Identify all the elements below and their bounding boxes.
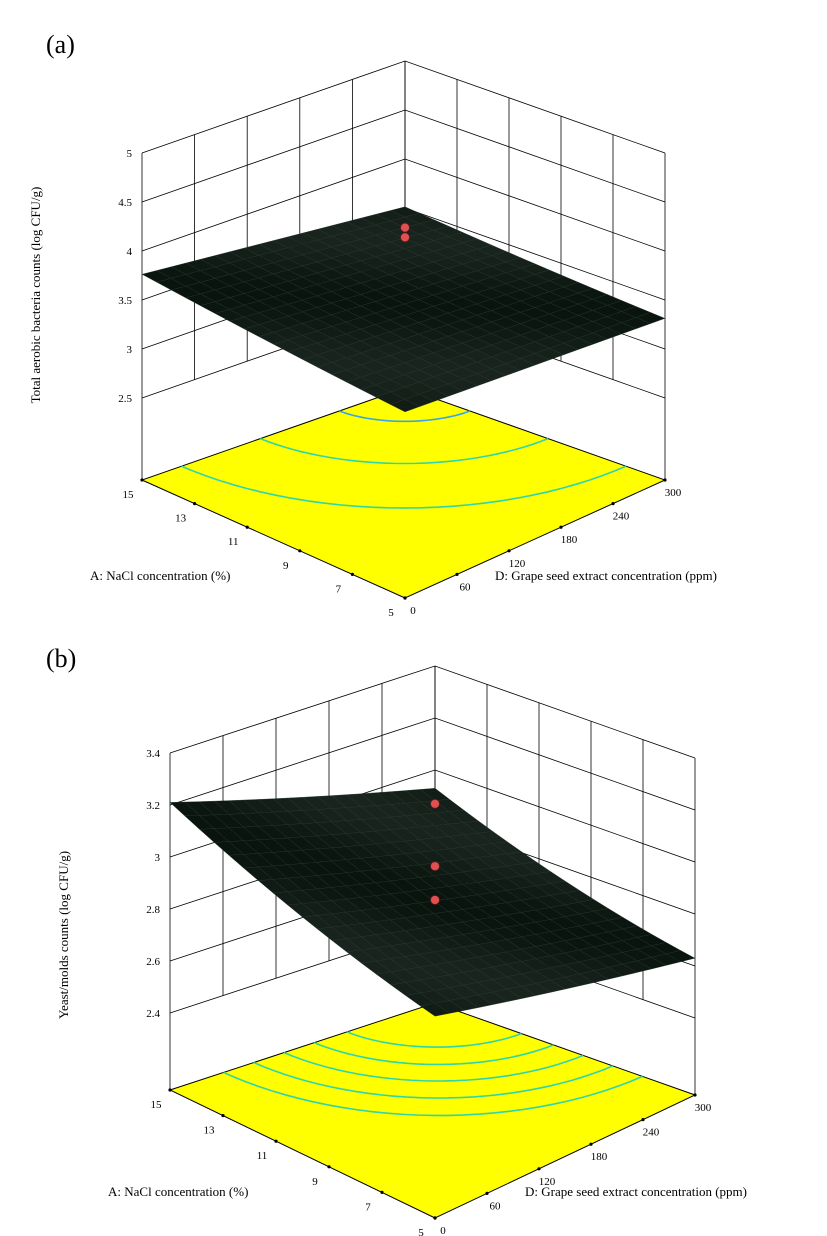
panel-label-a: (a)	[46, 30, 75, 59]
x-tick-label: 15	[151, 1099, 163, 1111]
floor-contour-line	[346, 1031, 522, 1048]
z-tick-label: 5	[127, 148, 133, 160]
y-axis-label: D: Grape seed extract concentration (ppm…	[495, 568, 717, 583]
z-tick-label: 3.4	[146, 748, 160, 760]
y-tick-mark	[403, 596, 407, 600]
surface-patch	[390, 399, 420, 413]
floor-contour-line	[313, 1041, 554, 1066]
x-tick-label: 9	[283, 560, 289, 572]
y-tick-label: 0	[410, 605, 416, 617]
floor-contour-line	[338, 410, 471, 423]
y-tick-mark	[589, 1142, 593, 1146]
z-tick-label: 2.4	[146, 1008, 160, 1020]
x-axis-label: A: NaCl concentration (%)	[90, 568, 230, 583]
y-tick-mark	[693, 1093, 697, 1097]
design-point	[430, 861, 440, 872]
y-tick-mark	[663, 478, 667, 482]
y-tick-mark	[485, 1191, 489, 1195]
y-axis-label: D: Grape seed extract concentration (ppm…	[525, 1184, 747, 1199]
y-tick-mark	[507, 549, 511, 553]
design-point	[430, 895, 440, 905]
y-tick-label: 0	[440, 1225, 446, 1236]
x-tick-label: 13	[204, 1125, 216, 1137]
floor-contour-line	[181, 465, 627, 509]
x-tick-mark	[140, 478, 144, 482]
chart-a: 5 7 9 11 13 15 0 60 120 180 240 300 2.5 3 3.5 4 4.5 5 Tota…	[28, 60, 717, 619]
y-tick-mark	[537, 1167, 541, 1171]
y-tick-mark	[611, 502, 615, 506]
y-tick-mark	[559, 525, 563, 529]
floor-contour-line	[223, 1071, 643, 1117]
y-tick-label: 300	[695, 1102, 712, 1114]
x-tick-label: 7	[336, 583, 342, 595]
z-tick-label: 2.8	[146, 904, 160, 916]
y-tick-mark	[641, 1118, 645, 1122]
z-tick-label: 3.5	[118, 295, 132, 307]
z-tick-label: 4	[127, 246, 133, 258]
z-axis-label: Yeast/molds counts (log CFU/g)	[56, 851, 71, 1019]
y-tick-label: 180	[591, 1151, 608, 1163]
x-tick-mark	[274, 1139, 278, 1143]
floor-contour-line	[253, 1061, 614, 1099]
x-tick-label: 5	[388, 607, 394, 619]
x-tick-mark	[221, 1114, 225, 1118]
y-tick-label: 240	[613, 511, 630, 523]
y-tick-label: 300	[665, 487, 682, 499]
y-tick-label: 240	[643, 1127, 660, 1139]
x-tick-label: 9	[312, 1176, 318, 1188]
x-axis-label: A: NaCl concentration (%)	[108, 1184, 248, 1199]
y-tick-label: 120	[509, 558, 526, 570]
z-tick-label: 3.2	[146, 800, 160, 812]
x-tick-label: 11	[228, 536, 239, 548]
x-tick-label: 11	[257, 1150, 268, 1162]
x-tick-mark	[168, 1088, 172, 1092]
z-tick-label: 4.5	[118, 197, 132, 209]
design-point	[400, 222, 410, 233]
x-tick-mark	[380, 1190, 384, 1194]
x-tick-mark	[193, 502, 197, 506]
x-tick-label: 5	[418, 1227, 424, 1236]
wall-grid-h	[169, 665, 696, 759]
x-tick-mark	[245, 525, 249, 529]
z-tick-label: 2.5	[118, 393, 132, 405]
design-point	[400, 232, 410, 243]
x-tick-mark	[327, 1165, 331, 1169]
y-tick-label: 60	[460, 581, 472, 593]
y-tick-mark	[433, 1216, 437, 1220]
design-point	[430, 798, 440, 809]
surface-patch	[419, 1003, 450, 1017]
floor-contour-line	[260, 437, 549, 465]
z-tick-label: 3	[127, 344, 133, 356]
z-tick-label: 2.6	[146, 956, 160, 968]
x-tick-mark	[350, 572, 354, 577]
x-tick-label: 13	[175, 513, 187, 525]
panel-label-b: (b)	[46, 644, 77, 673]
x-tick-label: 15	[123, 489, 135, 501]
y-tick-label: 180	[561, 534, 578, 546]
x-tick-mark	[298, 549, 302, 553]
y-tick-mark	[455, 572, 459, 577]
y-tick-label: 120	[539, 1176, 556, 1188]
x-tick-label: 7	[365, 1201, 371, 1213]
floor-contour-line	[283, 1051, 584, 1082]
z-axis-label: Total aerobic bacteria counts (log CFU/g…	[28, 187, 43, 404]
z-tick-label: 3	[155, 852, 161, 864]
y-tick-label: 60	[490, 1200, 502, 1212]
